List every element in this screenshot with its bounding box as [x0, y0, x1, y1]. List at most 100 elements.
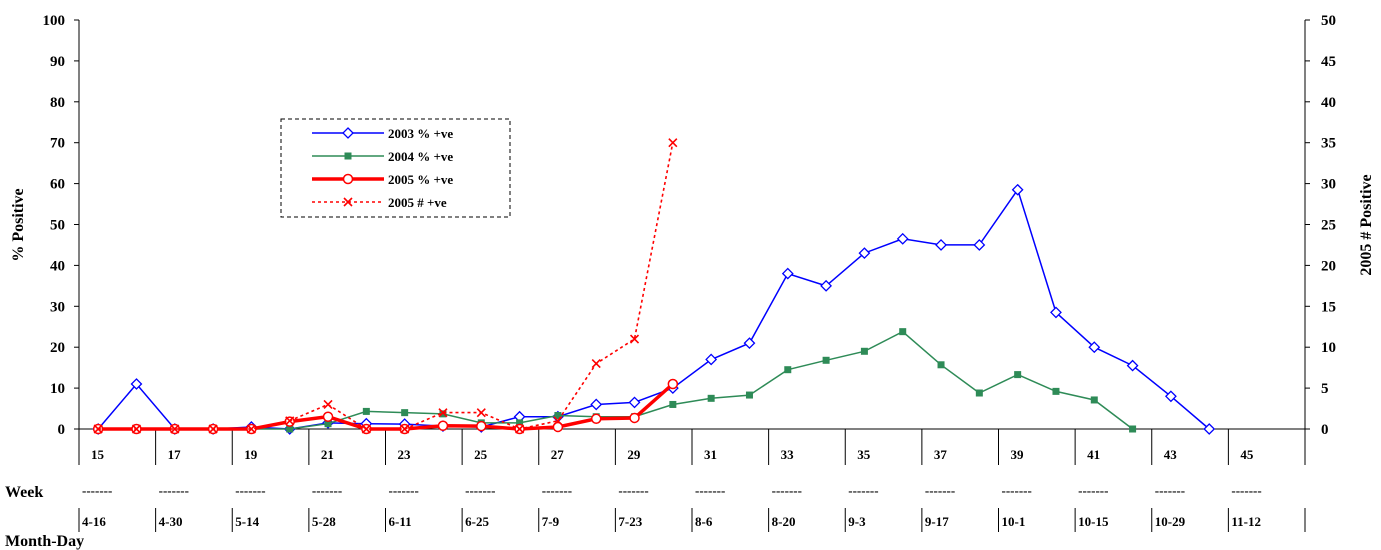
week-separator: -------: [542, 483, 572, 498]
left-y-tick-label: 10: [50, 381, 65, 397]
left-y-tick-label: 90: [50, 54, 65, 70]
square-marker: [899, 328, 907, 336]
week-label: 33: [781, 447, 795, 462]
week-separator: -------: [1078, 483, 1108, 498]
legend: 2003 % +ve 2004 % +ve 2005 % +ve 2005 # +ve: [280, 118, 511, 218]
x-marker: [400, 424, 410, 434]
square-marker: [1129, 425, 1137, 433]
month-day-label: 10-15: [1078, 514, 1109, 529]
diamond-marker: [1203, 423, 1216, 435]
month-day-label: 8-20: [772, 514, 796, 529]
x-marker: [476, 408, 486, 418]
square-marker: [1090, 396, 1098, 404]
right-y-tick-label: 25: [1321, 218, 1336, 234]
diamond-marker: [1164, 390, 1177, 403]
diamond-marker: [628, 396, 641, 409]
legend-label: 2005 # +ve: [388, 195, 447, 210]
square-marker: [937, 361, 945, 369]
month-day-label: 4-16: [82, 514, 106, 529]
x-marker: [131, 424, 142, 434]
x-marker: [629, 334, 640, 344]
square-marker: [324, 420, 332, 428]
week-label: 29: [627, 447, 641, 462]
diamond-marker: [1126, 359, 1139, 372]
square-marker: [1052, 387, 1060, 395]
week-separator: -------: [695, 483, 725, 498]
week-separator: -------: [312, 483, 342, 498]
square-marker: [439, 410, 447, 418]
week-label: 27: [551, 447, 565, 462]
diamond-marker: [935, 239, 947, 251]
left-y-tick-label: 0: [58, 422, 66, 438]
left-y-tick-label: 60: [50, 177, 65, 193]
diamond-marker: [1050, 306, 1062, 319]
series-line: [97, 188, 1210, 430]
legend-entries: 2003 % +ve 2004 % +ve 2005 % +ve 2005 # +ve: [312, 126, 453, 210]
diamond-marker: [858, 247, 871, 260]
week-label: 41: [1087, 447, 1100, 462]
square-marker: [745, 391, 753, 399]
left-y-tick-label: 80: [50, 95, 65, 111]
square-marker: [286, 425, 294, 433]
category-axis: 15 ------- 4-16 17 ------- 4-30 19 ------- 5-14 2…: [78, 429, 1306, 532]
left-y-tick-label: 50: [50, 218, 65, 234]
series-1: [92, 183, 1216, 435]
diamond-marker: [820, 279, 833, 292]
week-separator: -------: [1231, 483, 1261, 498]
square-marker: [344, 152, 352, 160]
x-marker: [246, 424, 256, 434]
right-y-tick-label: 20: [1321, 258, 1336, 274]
right-y-tick-label: 10: [1321, 340, 1336, 356]
x-marker: [323, 399, 333, 410]
series-layer: [92, 138, 1216, 435]
right-y-axis-title: 2005 # Positive: [1358, 174, 1375, 275]
week-label: 37: [934, 447, 948, 462]
week-label: 35: [857, 447, 871, 462]
month-day-label: 11-12: [1231, 514, 1261, 529]
left-y-tick-label: 70: [50, 136, 65, 152]
week-label: 23: [398, 447, 412, 462]
x-marker: [343, 197, 353, 207]
left-y-axis-title: % Positive: [10, 188, 27, 261]
legend-label: 2003 % +ve: [388, 126, 453, 141]
week-separator: -------: [389, 483, 419, 498]
square-marker: [362, 407, 370, 415]
square-marker: [860, 347, 868, 355]
diamond-marker: [781, 267, 794, 280]
week-separator: -------: [159, 483, 189, 498]
month-day-label: 6-11: [389, 514, 412, 529]
x-marker: [361, 424, 371, 434]
diamond-marker: [973, 239, 986, 251]
week-label: 15: [91, 447, 105, 462]
right-y-tick-label: 45: [1321, 54, 1336, 70]
month-day-label: 7-9: [542, 514, 560, 529]
diamond-marker: [130, 378, 143, 390]
left-y-ticks: 0 10 20 30 40 50 60 70 80 90 100: [43, 13, 79, 438]
square-marker: [822, 356, 830, 364]
square-marker: [669, 400, 677, 408]
right-y-tick-label: 5: [1321, 381, 1329, 397]
circle-marker: [437, 420, 449, 431]
diamond-marker: [1088, 341, 1101, 354]
diamond-marker: [743, 337, 756, 350]
x-marker: [438, 408, 448, 418]
week-separator: -------: [772, 483, 802, 498]
square-marker: [707, 394, 715, 402]
week-separator: -------: [1002, 483, 1032, 498]
right-y-tick-label: 15: [1321, 299, 1336, 315]
x-marker: [285, 416, 295, 426]
diamond-marker: [342, 127, 354, 139]
month-day-label: 9-3: [848, 514, 866, 529]
week-separator: -------: [465, 483, 495, 498]
right-y-tick-label: 0: [1321, 422, 1329, 438]
circle-marker: [590, 413, 602, 425]
x-marker: [515, 424, 525, 434]
week-label: 19: [244, 447, 258, 462]
diamond-marker: [705, 353, 718, 366]
week-separator: -------: [82, 483, 112, 498]
right-y-tick-label: 30: [1321, 177, 1336, 193]
chart-frame: [78, 20, 1306, 430]
square-marker: [554, 412, 562, 420]
week-separator: -------: [618, 483, 648, 498]
